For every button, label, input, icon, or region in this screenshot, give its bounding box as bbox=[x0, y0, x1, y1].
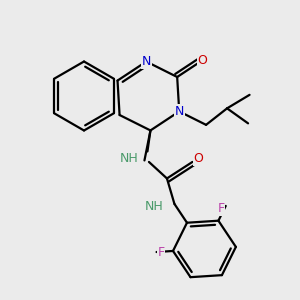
Text: O: O bbox=[197, 54, 207, 67]
Text: N: N bbox=[175, 105, 184, 118]
Text: NH: NH bbox=[120, 152, 138, 165]
Text: F: F bbox=[218, 202, 225, 215]
Text: F: F bbox=[158, 245, 165, 259]
Text: N: N bbox=[142, 55, 151, 68]
Text: NH: NH bbox=[145, 200, 164, 213]
Text: O: O bbox=[194, 152, 203, 165]
